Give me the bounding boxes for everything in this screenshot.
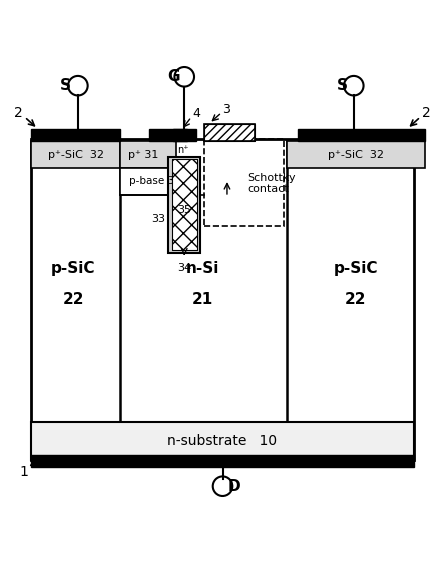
- Text: p-base 30: p-base 30: [129, 176, 181, 186]
- Text: Schottky
contact: Schottky contact: [247, 173, 295, 194]
- Text: 1: 1: [19, 464, 28, 479]
- Text: 2: 2: [422, 106, 431, 120]
- Bar: [287, 141, 425, 168]
- Bar: [31, 139, 414, 459]
- Text: n-Si: n-Si: [186, 261, 219, 276]
- Bar: [172, 159, 197, 251]
- Text: p-SiC: p-SiC: [334, 261, 378, 276]
- Text: n⁺: n⁺: [177, 145, 188, 155]
- Text: S: S: [61, 78, 71, 93]
- Bar: [120, 168, 194, 195]
- Text: p-SiC: p-SiC: [51, 261, 96, 276]
- Bar: [149, 129, 187, 141]
- Text: S: S: [337, 78, 348, 93]
- Bar: [204, 139, 284, 226]
- Bar: [31, 455, 414, 467]
- Text: 3: 3: [222, 103, 230, 116]
- Bar: [31, 422, 414, 459]
- Text: n-substrate   10: n-substrate 10: [167, 434, 278, 448]
- Bar: [172, 159, 197, 251]
- Bar: [298, 129, 425, 141]
- Text: 22: 22: [63, 292, 84, 307]
- Text: 21: 21: [192, 292, 213, 307]
- Text: 35: 35: [177, 205, 191, 215]
- Text: 2: 2: [14, 106, 23, 120]
- Text: 33: 33: [151, 214, 165, 224]
- Bar: [204, 124, 255, 141]
- Bar: [168, 157, 200, 253]
- Text: 34: 34: [177, 263, 191, 273]
- Text: 22: 22: [345, 292, 367, 307]
- Bar: [120, 141, 176, 168]
- Text: D: D: [227, 479, 240, 494]
- Text: p⁺-SiC  32: p⁺-SiC 32: [328, 150, 384, 160]
- Bar: [204, 124, 255, 141]
- Text: G: G: [167, 69, 179, 84]
- Text: p⁺ 31: p⁺ 31: [128, 150, 159, 160]
- Bar: [31, 129, 120, 141]
- Bar: [31, 141, 120, 168]
- Bar: [173, 129, 196, 141]
- Text: p⁺-SiC  32: p⁺-SiC 32: [48, 150, 104, 160]
- Text: 4: 4: [192, 107, 200, 120]
